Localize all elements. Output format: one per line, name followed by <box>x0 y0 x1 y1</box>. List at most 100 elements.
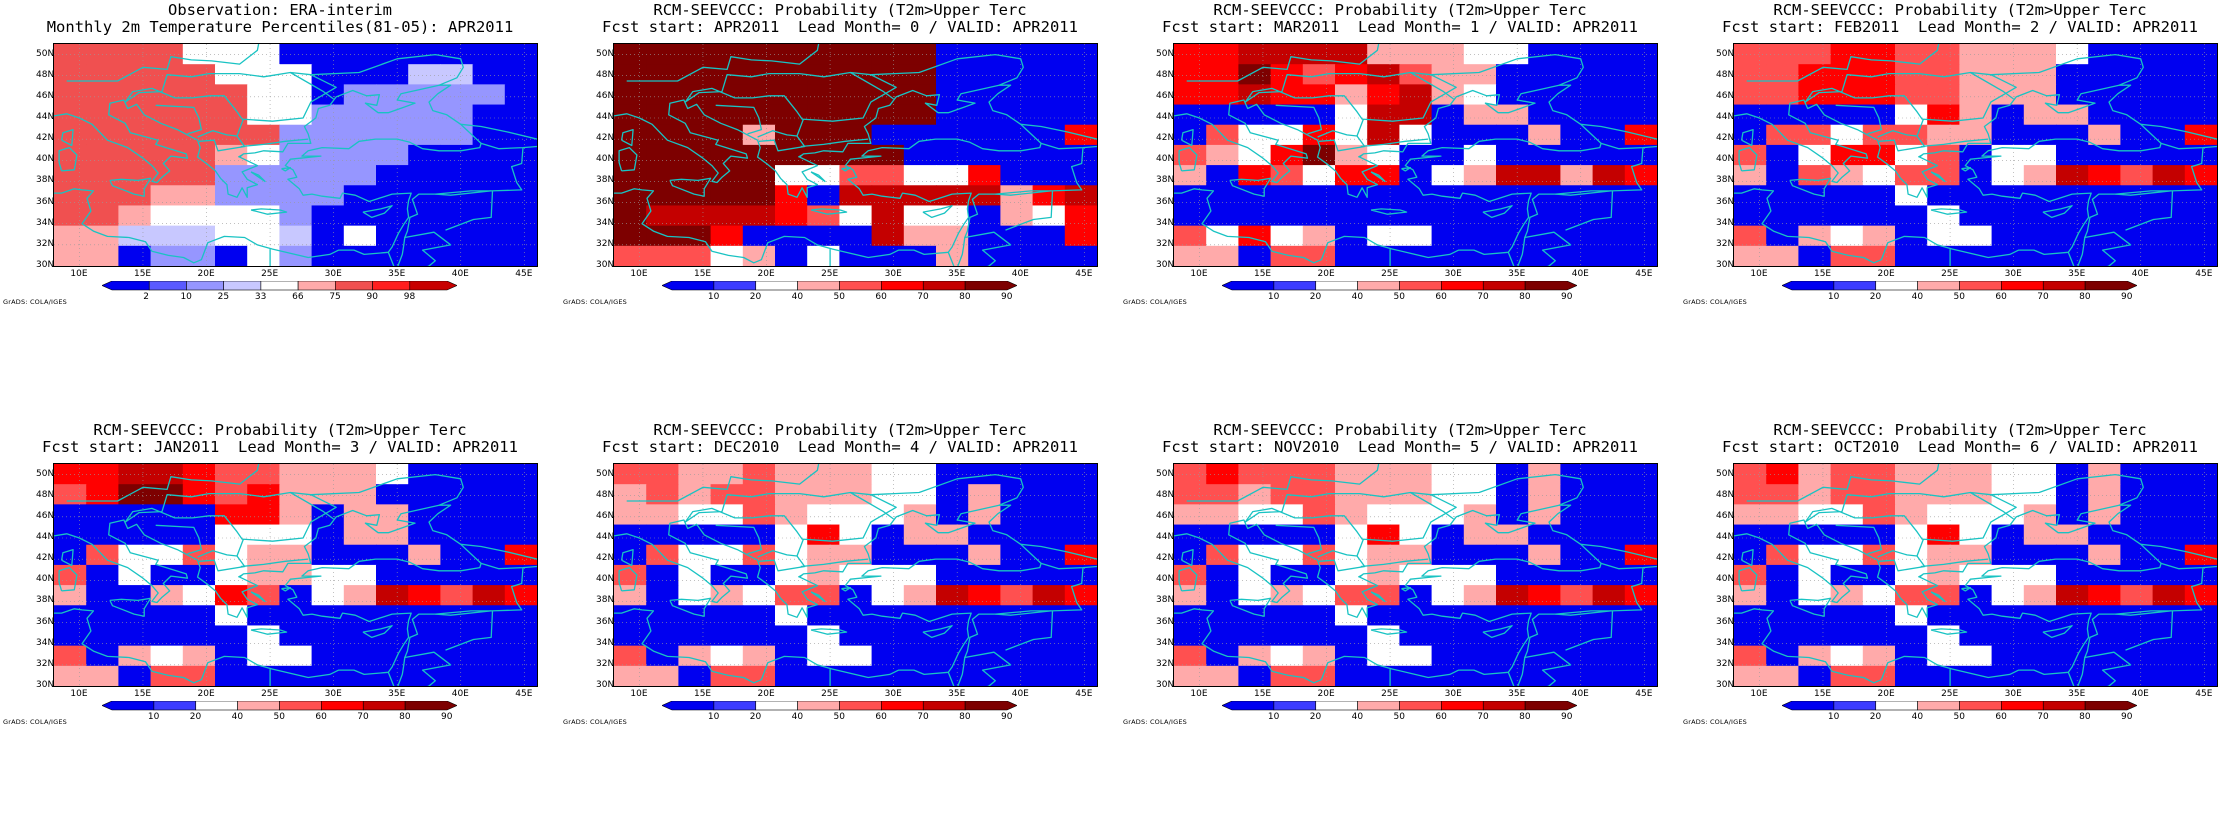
grid-cell <box>1862 605 1896 627</box>
grid-cell <box>968 564 1001 586</box>
grid-cell <box>2056 605 2089 627</box>
grid-cell <box>775 225 808 247</box>
grid-cell <box>1238 165 1272 186</box>
grid-cell <box>1032 564 1066 586</box>
map-area <box>1733 43 2218 267</box>
lat-tick-label: 30N <box>36 680 55 690</box>
grid-cell <box>968 165 1001 186</box>
colorbar <box>102 281 457 291</box>
lat-tick-label: 46N <box>1716 510 1735 521</box>
grid-cell <box>1798 484 1832 505</box>
grid-cell <box>247 64 280 85</box>
grid-cell <box>871 225 905 247</box>
grid-cell <box>2056 124 2089 146</box>
grid-cell <box>1270 625 1304 647</box>
map-panel: RCM-SEEVCCC: Probability (T2m>Upper Terc… <box>1120 420 1680 840</box>
grid-cell <box>614 84 647 106</box>
grid-cell <box>614 665 647 686</box>
grid-cell <box>1927 605 1960 627</box>
grid-cell <box>646 625 679 647</box>
grid-cell <box>440 185 474 207</box>
grid-cell <box>376 144 409 166</box>
grid-cell <box>2152 524 2186 546</box>
grid-cell <box>936 144 969 166</box>
grid-cell <box>1734 585 1767 606</box>
map-svg <box>1734 44 2217 266</box>
coastline <box>618 146 638 172</box>
lon-tick-label: 15E <box>693 689 712 699</box>
grid-cell <box>118 665 152 686</box>
grid-cell <box>2120 44 2154 65</box>
grid-cell <box>742 564 776 586</box>
grid-cell <box>1463 605 1497 627</box>
grid-cell <box>1032 104 1066 126</box>
grid-cell <box>1302 64 1336 85</box>
grid-cell <box>646 205 679 227</box>
grid-cell <box>775 625 808 647</box>
grid-cell <box>440 165 474 186</box>
grid-cell <box>343 544 377 566</box>
grid-cell <box>2184 205 2217 227</box>
grid-cell <box>1238 185 1272 207</box>
coastline <box>2115 610 2172 616</box>
grid-cell <box>343 464 377 485</box>
grid-cell <box>440 464 474 485</box>
map-panel: RCM-SEEVCCC: Probability (T2m>Upper Terc… <box>0 420 560 840</box>
grid-cell <box>1000 544 1034 566</box>
coastline <box>1916 538 1925 557</box>
grid-cell <box>343 524 377 546</box>
grid-cell <box>1206 605 1239 627</box>
lat-tick-label: 40N <box>1716 574 1735 585</box>
grid-cell <box>678 205 712 227</box>
lat-tick-label: 30N <box>1156 680 1175 690</box>
coastline <box>1600 142 1657 150</box>
lon-tick-label: 15E <box>693 269 712 279</box>
colorbar-segment <box>797 281 840 291</box>
grid-cell <box>742 104 776 126</box>
grid-cell <box>1302 144 1336 166</box>
colorbar-segment <box>1273 701 1317 711</box>
grid-cell <box>1335 484 1368 505</box>
coastline <box>2067 147 2204 266</box>
colorbar-label: 70 <box>917 712 929 722</box>
coastline <box>250 628 288 635</box>
lon-tick-label: 40E <box>451 689 469 699</box>
grid-cell <box>1032 84 1066 106</box>
coastline <box>1738 146 1758 172</box>
grid-cell <box>1991 585 2025 606</box>
colorbar-segment <box>102 701 155 711</box>
grid-cell <box>807 144 840 166</box>
coastline <box>1789 597 1832 617</box>
grid-cell <box>1032 185 1066 207</box>
grid-cell <box>150 665 184 686</box>
grid-cell <box>247 665 280 686</box>
grid-cell <box>646 245 679 266</box>
grid-cell <box>1367 484 1400 505</box>
coastline <box>1178 566 1198 592</box>
grid-cell <box>2184 504 2217 526</box>
lat-tick-label: 36N <box>1716 616 1735 627</box>
lat-tick-label: 30N <box>36 260 55 270</box>
grid-cell <box>440 64 474 85</box>
coastline <box>1229 597 1272 617</box>
grid-cell <box>1830 205 1864 227</box>
grid-cell <box>1560 44 1594 65</box>
coastline <box>1746 44 1940 82</box>
grid-cell <box>1895 585 1928 606</box>
coastline <box>1005 610 1054 651</box>
grid-cell <box>408 245 441 266</box>
grid-cell <box>54 124 87 146</box>
grid-cell <box>311 225 345 247</box>
colorbar-label: 50 <box>1953 292 1965 302</box>
colorbar-label: 10 <box>1267 712 1280 722</box>
grid-cell <box>311 645 345 667</box>
grid-cell <box>710 124 744 146</box>
lat-tick-label: 38N <box>1156 595 1175 606</box>
grid-cell <box>1528 524 1561 546</box>
coastline <box>124 491 337 542</box>
colorbar-label: 90 <box>2121 292 2133 302</box>
grid-cell <box>1862 625 1896 647</box>
grid-cell <box>1895 484 1928 505</box>
grid-cell <box>1798 544 1832 566</box>
grid-cell <box>2023 524 2057 546</box>
